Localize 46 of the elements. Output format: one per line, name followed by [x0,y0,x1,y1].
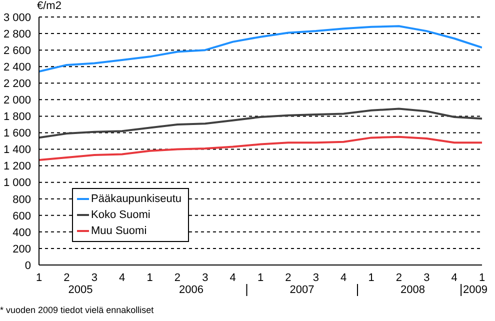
y-tick-label: 2 800 [3,28,31,40]
y-tick-label: 1 600 [3,128,31,140]
x-tick-label: 4 [119,272,126,284]
x-tick-label: 4 [451,272,458,284]
y-tick-label: 0 [24,260,31,272]
legend-label: Muu Suomi [91,224,147,239]
y-tick-label: 200 [12,243,31,256]
line-series [39,25,482,73]
y-tick-label: 600 [12,210,31,222]
x-tick-label: 3 [202,272,208,284]
x-tick-label: 3 [312,272,319,284]
line-series [39,136,482,162]
y-tick-label: 3 000 [3,12,31,24]
x-tick-label: 4 [340,272,347,284]
legend-label: Koko Suomi [91,208,150,223]
x-tick-label: 3 [91,272,98,284]
x-tick-label: 1 [257,272,264,284]
y-tick-label: 1 000 [3,177,31,190]
y-tick-label: 400 [12,226,31,239]
x-tick-label: 2 [64,272,70,284]
x-tick-label: 2 [396,272,402,284]
x-tick-label: 3 [424,272,430,284]
text: * vuoden 2009 tiedot vielä ennakolliset [0,305,154,316]
text: 2006 [178,284,205,297]
x-tick-label: 4 [230,272,236,284]
x-tick-label: 2 [174,272,180,284]
x-tick-label: 2 [285,272,292,284]
x-tick-label: 1 [36,272,42,284]
text: 2008 [400,284,426,297]
x-tick-label: 1 [478,272,486,284]
legend-label: Pääkaupunkiseutu [91,192,182,207]
y-tick-label: 2 000 [3,94,31,107]
text: 2007 [288,284,316,297]
y-tick-label: 2 400 [3,62,31,74]
text: 2009 [463,284,488,297]
line-series [39,108,482,139]
x-tick-label: 1 [146,272,153,284]
x-tick-label: 1 [368,272,374,284]
y-tick-label: 2 600 [3,44,31,57]
y-tick-label: 1 200 [3,160,31,173]
text: 2005 [67,284,94,297]
y-tick-label: 2 200 [3,78,31,90]
y-tick-label: 1 800 [3,111,31,124]
y-tick-label: 1 400 [3,144,31,156]
y-tick-label: 800 [12,194,31,206]
y-axis-title: €/m2 [37,0,62,13]
